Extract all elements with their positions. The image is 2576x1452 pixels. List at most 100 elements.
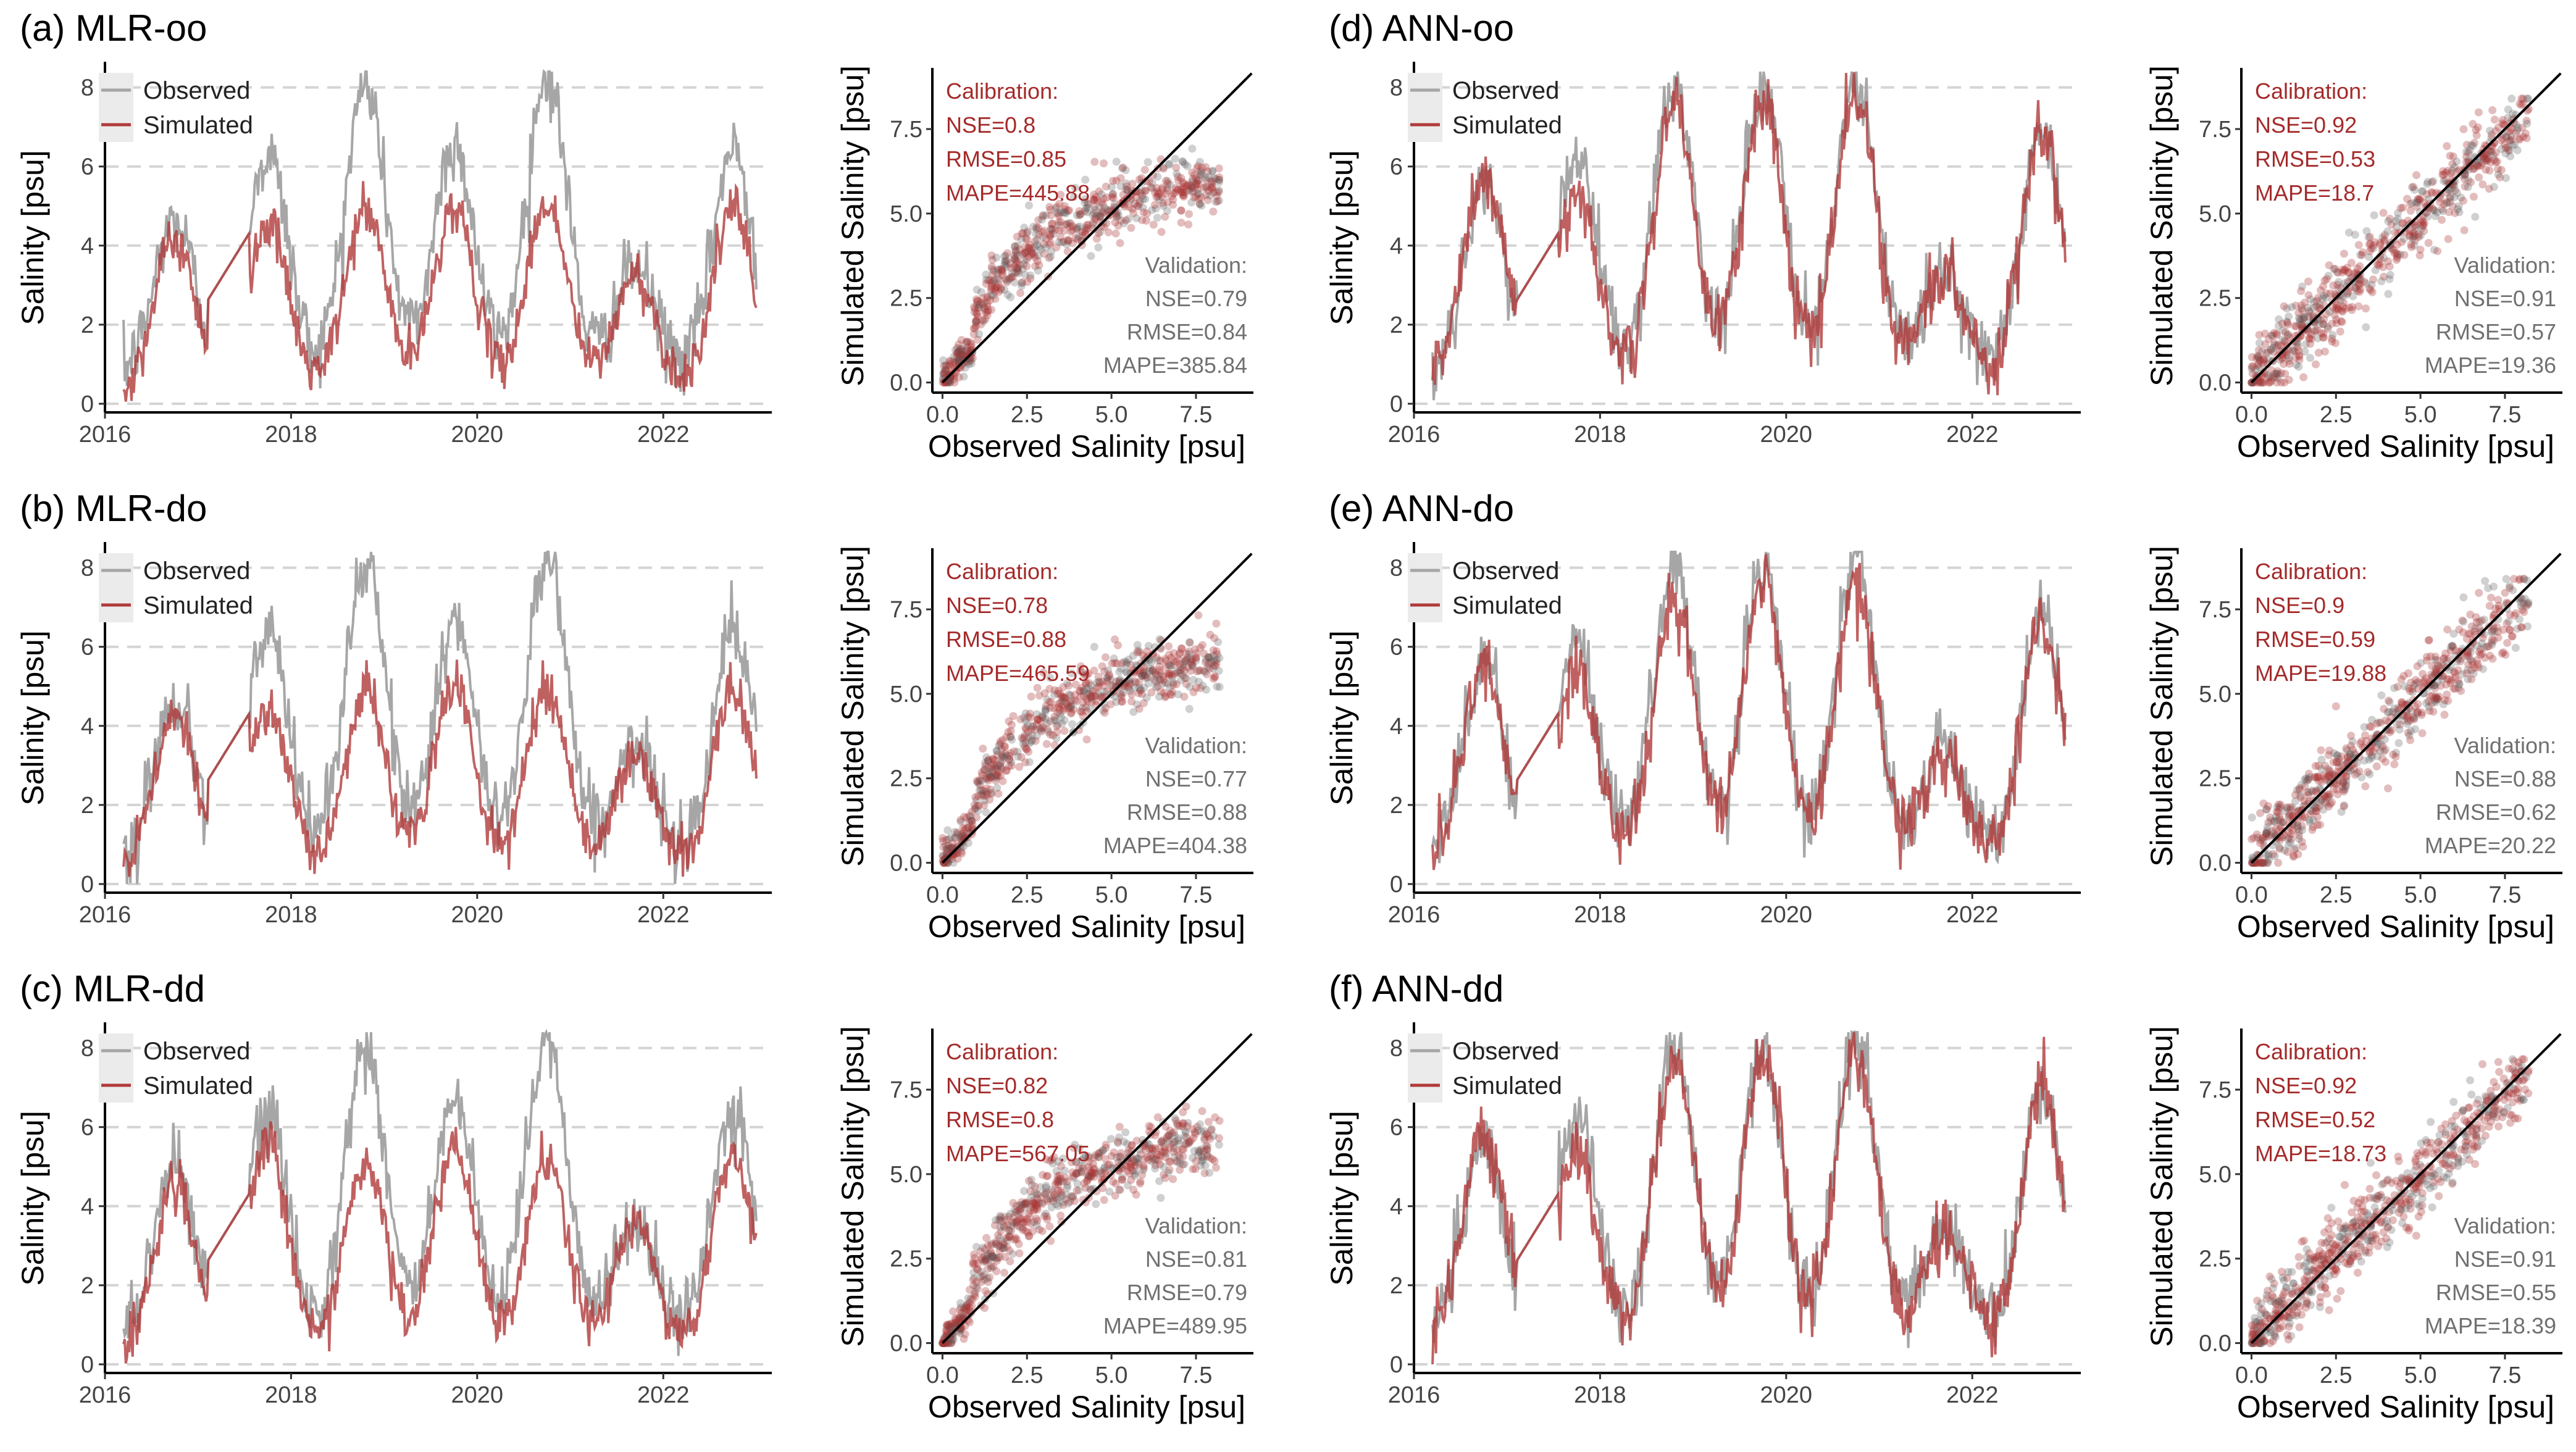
scatter-point — [1169, 1144, 1178, 1153]
scatter-point — [1064, 682, 1073, 690]
scatter-point — [1077, 683, 1086, 692]
scatter-point — [1173, 1121, 1182, 1130]
scatter-point — [1014, 753, 1022, 761]
scatter-point — [1133, 648, 1142, 657]
scatter-point — [1087, 698, 1096, 706]
scatter-point — [998, 765, 1006, 773]
x-tick-label: 2016 — [1388, 902, 1441, 928]
scatter-point — [1127, 690, 1136, 699]
scatter-point — [2248, 353, 2256, 361]
scatter-point — [1022, 1215, 1031, 1224]
scatter-point — [998, 267, 1007, 276]
scatter-point — [1049, 230, 1058, 238]
scatter-point — [1105, 670, 1113, 679]
scatter-point — [1212, 619, 1221, 628]
scatter-point — [1103, 674, 1111, 682]
scatter-point — [1025, 757, 1034, 766]
scatter-point — [1013, 264, 1022, 272]
scatter-point — [2348, 306, 2356, 314]
scatter-point — [2280, 302, 2288, 311]
calibration-mape: MAPE=567.05 — [946, 1141, 1090, 1166]
scatter-point — [989, 1252, 997, 1261]
scatter-point — [958, 829, 967, 838]
scatter-point — [942, 1325, 951, 1334]
scatter-point — [2370, 1203, 2379, 1212]
scatter-point — [2336, 1287, 2345, 1295]
scatter-point — [2428, 691, 2436, 700]
scatter-point — [2474, 108, 2483, 117]
scatter-point — [993, 751, 1002, 759]
scatter-point — [2412, 198, 2420, 207]
scatter-point — [1184, 663, 1192, 672]
scatter-point — [1202, 175, 1210, 184]
scatter-point — [1098, 662, 1106, 670]
scatter-point — [2372, 762, 2381, 770]
scatter-point — [1166, 690, 1174, 698]
scatter-point — [1082, 226, 1090, 235]
scatter-point — [1154, 1156, 1163, 1165]
scatter-point — [1018, 282, 1026, 290]
scatter-point — [972, 310, 981, 319]
identity-line — [942, 553, 1253, 864]
scatter-point — [982, 270, 990, 279]
scatter-point — [1143, 647, 1152, 656]
scatter-point — [1148, 667, 1157, 675]
scatter-point — [1021, 738, 1030, 747]
scatter-point — [993, 761, 1002, 770]
scatter-point — [945, 377, 954, 386]
calibration-rmse: RMSE=0.85 — [946, 146, 1066, 172]
scatter-point — [978, 771, 987, 780]
scatter-point — [1008, 269, 1016, 278]
scatter-y-tick-label: 7.5 — [890, 597, 922, 623]
scatter-x-tick-label: 0.0 — [926, 402, 959, 428]
scatter-point — [2327, 1203, 2336, 1212]
scatter-point — [1009, 712, 1018, 720]
scatter-point — [1124, 215, 1132, 223]
scatter-point — [1118, 698, 1126, 706]
scatter-point — [1011, 242, 1019, 251]
scatter-point — [997, 763, 1005, 772]
scatter-x-tick-label: 5.0 — [1095, 402, 1128, 428]
scatter-point — [2444, 235, 2453, 243]
scatter-point — [2472, 618, 2481, 627]
scatter-point — [1058, 697, 1067, 706]
scatter-point — [1069, 193, 1078, 201]
scatter-point — [1213, 682, 1221, 691]
scatter-point — [2411, 1155, 2420, 1164]
scatter-point — [1053, 720, 1062, 729]
scatter-point — [1177, 645, 1186, 653]
scatter-point — [2306, 308, 2314, 317]
scatter-point — [1104, 228, 1113, 236]
scatter-point — [1066, 709, 1075, 718]
scatter-point — [988, 1252, 997, 1261]
scatter-point — [1006, 1209, 1014, 1218]
calibration-title: Calibration: — [2255, 559, 2367, 584]
scatter-point — [1037, 245, 1045, 254]
scatter-point — [1055, 199, 1064, 208]
scatter-point — [979, 791, 988, 800]
y-tick-label: 6 — [1390, 635, 1403, 661]
scatter-point — [1178, 1145, 1187, 1153]
scatter-point — [2328, 331, 2337, 340]
scatter-point — [2315, 1298, 2324, 1307]
scatter-point — [977, 777, 985, 785]
scatter-point — [1119, 688, 1127, 697]
scatter-point — [989, 277, 997, 286]
scatter-point — [2319, 320, 2328, 328]
scatter-point — [2300, 314, 2309, 322]
scatter-point — [974, 777, 982, 786]
scatter-point — [1013, 257, 1021, 265]
scatter-point — [1188, 662, 1197, 671]
scatter-point — [1215, 667, 1223, 675]
x-tick-label: 2022 — [1946, 422, 1999, 448]
validation-rmse: RMSE=0.84 — [1127, 319, 1247, 344]
scatter-y-tick-label: 5.0 — [890, 682, 922, 707]
scatter-point — [2441, 1120, 2450, 1129]
scatter-point — [1148, 178, 1156, 187]
scatter-point — [1030, 1206, 1038, 1215]
scatter-point — [1100, 667, 1109, 676]
scatter-point — [1148, 651, 1157, 659]
scatter-point — [1089, 687, 1097, 696]
scatter-point — [1145, 1145, 1154, 1153]
scatter-point — [2377, 1237, 2386, 1246]
